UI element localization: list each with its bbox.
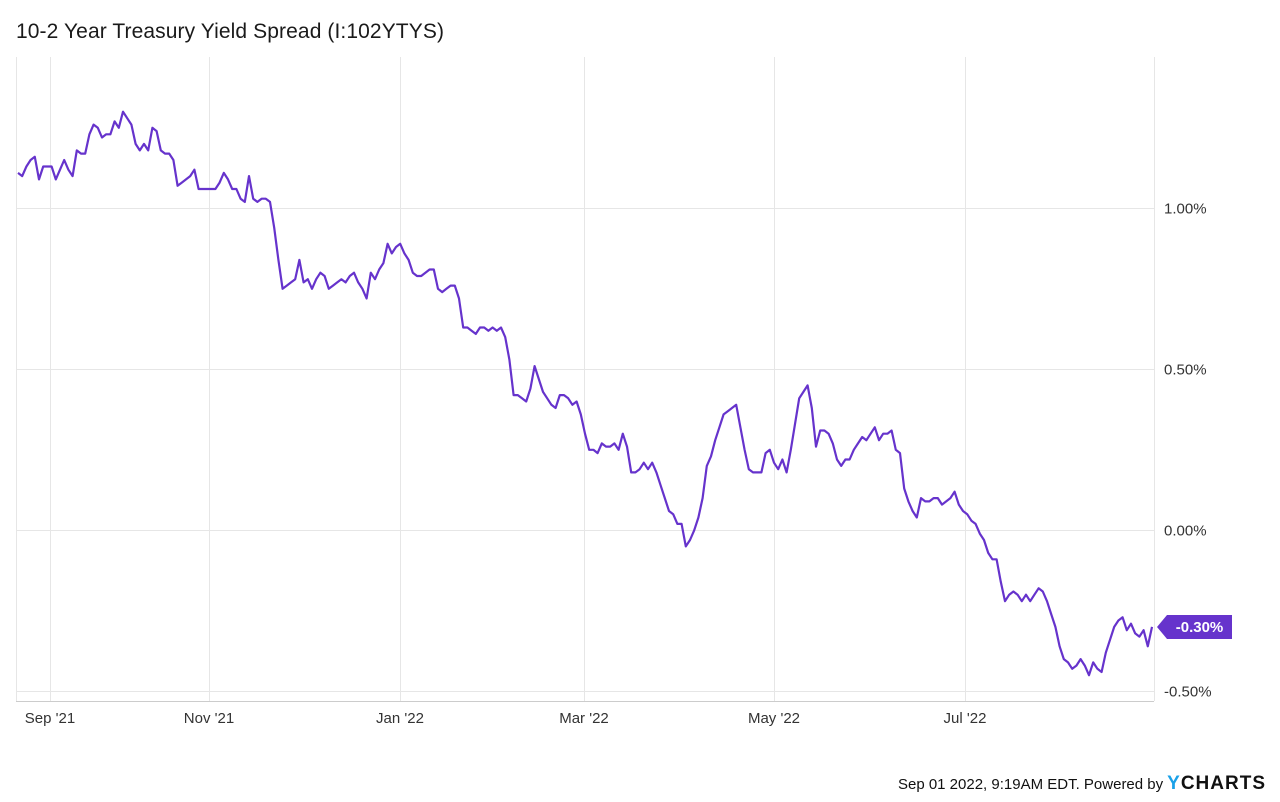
y-tick-label: -0.50% xyxy=(1164,684,1212,701)
ycharts-logo: YCHARTS xyxy=(1167,773,1266,795)
x-axis: Sep '21 Nov '21 Jan '22 Mar '22 May '22 Jul '… xyxy=(25,710,987,727)
y-tick-label: 0.00% xyxy=(1164,523,1207,540)
y-axis: 1.00% 0.50% 0.00% -0.50% xyxy=(1164,201,1212,701)
x-tick-label: Jul '22 xyxy=(944,710,987,727)
x-tick-label: Mar '22 xyxy=(559,710,609,727)
badge-shape xyxy=(1157,614,1232,639)
x-tick-label: Nov '21 xyxy=(184,710,234,727)
horizontal-gridlines xyxy=(16,208,1154,692)
logo-y: Y xyxy=(1167,773,1181,794)
x-tick-label: May '22 xyxy=(748,710,800,727)
badge-label: -0.30% xyxy=(1176,619,1224,636)
chart-title: 10-2 Year Treasury Yield Spread (I:102YT… xyxy=(16,20,445,43)
series-line xyxy=(17,110,1154,677)
x-tick-label: Jan '22 xyxy=(376,710,424,727)
y-tick-label: 0.50% xyxy=(1164,362,1207,379)
footer: Sep 01 2022, 9:19AM EDT. Powered by YCHA… xyxy=(898,773,1266,795)
last-value-badge: -0.30% xyxy=(1157,614,1232,639)
vertical-gridlines xyxy=(50,57,966,701)
y-tick-label: 1.00% xyxy=(1164,201,1207,218)
logo-rest: CHARTS xyxy=(1180,773,1266,794)
x-tick-label: Sep '21 xyxy=(25,710,75,727)
footer-timestamp: Sep 01 2022, 9:19AM EDT. Powered by xyxy=(897,776,1164,793)
